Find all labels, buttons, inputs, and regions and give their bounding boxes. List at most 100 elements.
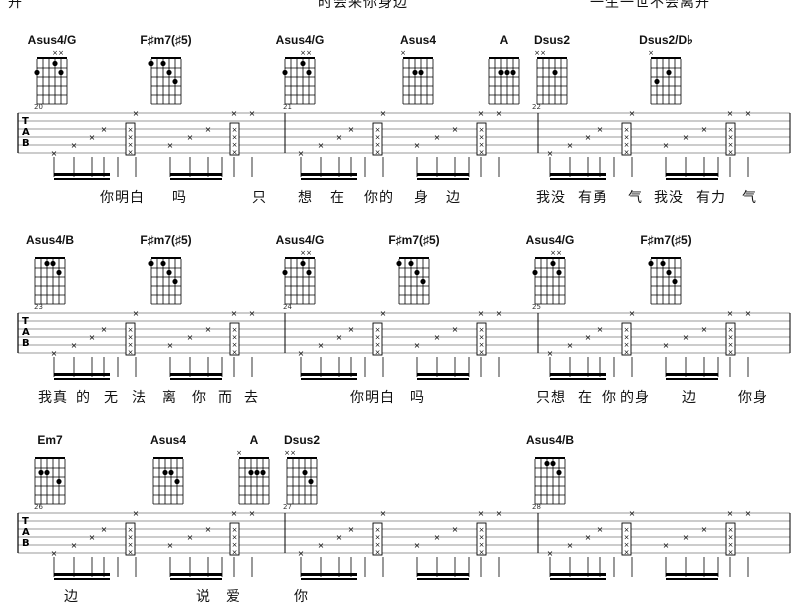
chord-grid: ×× (534, 49, 568, 105)
lyric-fragment: 一生一世不会离开 (590, 0, 710, 11)
nut (35, 457, 65, 459)
tab-note: × (318, 141, 325, 150)
strum-mark: × (128, 534, 134, 542)
strum-mark: × (624, 141, 630, 149)
beam (54, 378, 110, 380)
lyric: 离 (162, 390, 177, 406)
nut (403, 57, 433, 59)
tab-note: × (51, 149, 58, 158)
tab-note: × (298, 549, 305, 558)
tab-clef-letter: B (22, 538, 30, 549)
chord-grid: ×× (532, 249, 566, 305)
beam (301, 178, 357, 180)
strum-mark: × (375, 126, 381, 134)
finger-dot (166, 269, 172, 276)
strum-mark: × (479, 334, 485, 342)
strum-mark: × (624, 541, 630, 549)
tab-clef-letter: T (22, 316, 29, 327)
chord-grid (534, 457, 566, 505)
tab-note: × (318, 541, 325, 550)
chord-grid: ×× (282, 49, 316, 105)
finger-dot (414, 269, 420, 276)
tab-note: × (597, 525, 604, 534)
chord-diagram: Em7 (30, 433, 70, 509)
beam (550, 378, 606, 380)
chord-name: Asus4 (149, 433, 187, 447)
tab-note: × (167, 141, 174, 150)
tab-note: × (496, 509, 503, 518)
muted-string-mark: × (306, 249, 312, 257)
strum-box (621, 322, 632, 356)
strum-mark: × (232, 526, 238, 534)
finger-dot (260, 469, 266, 476)
tab-note: × (187, 533, 194, 542)
strum-box (621, 122, 632, 156)
finger-dot (672, 278, 678, 285)
finger-dot (302, 469, 308, 476)
tab-note: × (745, 509, 752, 518)
finger-dot (300, 60, 306, 67)
tab-note: × (683, 533, 690, 542)
strum-mark: × (624, 126, 630, 134)
finger-dot (56, 478, 62, 485)
nut (151, 257, 181, 259)
tab-clef-letter: B (22, 338, 30, 349)
chord-name: Asus4/G (525, 233, 575, 247)
tab-note: × (298, 349, 305, 358)
tab-note: × (629, 509, 636, 518)
tab-note: × (567, 341, 574, 350)
strum-mark: × (375, 149, 381, 157)
strum-box (125, 122, 136, 156)
lyric: 气 (628, 190, 643, 206)
tab-note: × (51, 349, 58, 358)
tab-note: × (547, 349, 554, 358)
lyric: 你的 (364, 190, 394, 206)
strum-mark: × (728, 141, 734, 149)
tab-note: × (89, 133, 96, 142)
tab-note: × (205, 525, 212, 534)
finger-dot (168, 469, 174, 476)
chord-diagram: Asus4/B (26, 233, 74, 309)
tab-note: × (629, 309, 636, 318)
tab-note: × (167, 341, 174, 350)
strum-mark: × (728, 526, 734, 534)
strum-mark: × (128, 334, 134, 342)
lyric: 在 (330, 190, 345, 206)
beam (54, 173, 110, 176)
lyric: 说 (196, 589, 211, 605)
strum-mark: × (624, 534, 630, 542)
finger-dot (56, 269, 62, 276)
chord-diagram: F♯m7(♯5) (388, 233, 440, 309)
muted-string-mark: × (300, 49, 306, 57)
tab-note: × (205, 325, 212, 334)
muted-string-mark: × (648, 49, 654, 57)
tab-note: × (414, 341, 421, 350)
tab-note: × (101, 125, 108, 134)
measure-number: 23 (34, 303, 43, 311)
tab-note: × (452, 125, 459, 134)
tab-note: × (629, 109, 636, 118)
beam (666, 578, 718, 580)
tab-note: × (133, 109, 140, 118)
tab-note: × (663, 141, 670, 150)
finger-dot (172, 78, 178, 85)
tab-note: × (101, 525, 108, 534)
tab-note: × (298, 149, 305, 158)
finger-dot (300, 260, 306, 267)
lyric: 吗 (410, 390, 425, 406)
chord-name: Dsus2 (283, 433, 321, 447)
finger-dot (532, 269, 538, 276)
lyric: 吗 (172, 190, 187, 206)
lyric-fragment: 开 (8, 0, 23, 11)
strum-mark: × (624, 549, 630, 557)
strum-mark: × (624, 326, 630, 334)
lyric: 法 (132, 390, 147, 406)
tab-note: × (663, 341, 670, 350)
chord-name: Dsus2/D♭ (639, 33, 693, 47)
strum-mark: × (128, 149, 134, 157)
tab-note: × (547, 149, 554, 158)
strum-mark: × (375, 341, 381, 349)
beam (301, 573, 357, 576)
chord-diagram: Asus4/G × × (28, 33, 76, 109)
tab-note: × (585, 533, 592, 542)
